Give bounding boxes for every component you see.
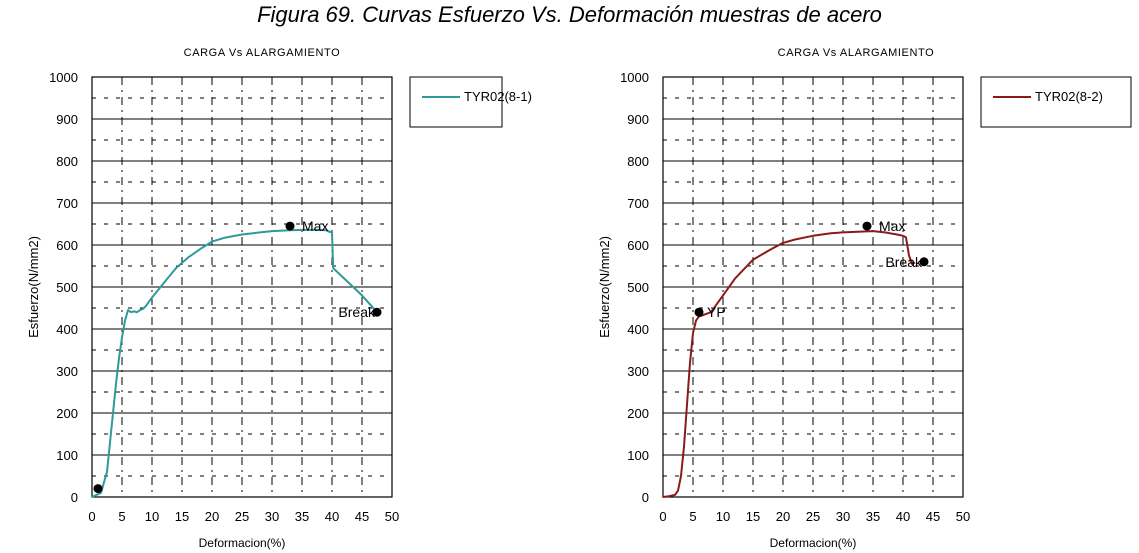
- annotation-label: Break: [885, 254, 923, 270]
- chart-1: CARGA Vs ALARGAMIENTO 0 5 10 15 20 25 30 35 40 45 5…: [26, 47, 532, 550]
- y-tick-label: 400: [56, 322, 78, 337]
- grid: [92, 77, 392, 497]
- x-tick-label: 40: [325, 509, 339, 524]
- annotation-marker: [93, 484, 103, 494]
- y-tick-label: 100: [56, 448, 78, 463]
- x-tick-label: 35: [295, 509, 309, 524]
- y-tick-label: 400: [627, 322, 649, 337]
- legend-label: TYR02(8-2): [1035, 89, 1103, 104]
- annotation-label: Max: [879, 218, 905, 234]
- x-tick-label: 10: [145, 509, 159, 524]
- x-tick-label: 50: [956, 509, 970, 524]
- x-tick-label: 35: [866, 509, 880, 524]
- y-tick-label: 700: [627, 196, 649, 211]
- annotation-label: Break: [338, 304, 376, 320]
- legend-label: TYR02(8-1): [464, 89, 532, 104]
- x-tick-label: 5: [689, 509, 696, 524]
- y-tick-label: 0: [71, 490, 78, 505]
- y-tick-label: 900: [627, 112, 649, 127]
- x-tick-label: 45: [355, 509, 369, 524]
- y-tick-label: 300: [56, 364, 78, 379]
- y-tick-label: 600: [627, 238, 649, 253]
- series-line-1: [91, 228, 378, 498]
- y-tick-label: 300: [627, 364, 649, 379]
- annotation-label: YP: [707, 304, 726, 320]
- x-tick-label: 15: [746, 509, 760, 524]
- y-tick-label: 500: [56, 280, 78, 295]
- x-tick-label: 0: [88, 509, 95, 524]
- y-tick-label: 500: [627, 280, 649, 295]
- chart-title: CARGA Vs ALARGAMIENTO: [184, 47, 341, 59]
- x-tick-label: 20: [205, 509, 219, 524]
- x-tick-label: 5: [118, 509, 125, 524]
- y-axis-title: Esfuerzo(N/mm2): [26, 236, 41, 338]
- y-axis-title: Esfuerzo(N/mm2): [597, 236, 612, 338]
- x-tick-label: 50: [385, 509, 399, 524]
- annotation-marker: [919, 257, 929, 267]
- x-tick-label: 25: [235, 509, 249, 524]
- annotation-marker: [285, 221, 295, 231]
- x-axis-title: Deformacion(%): [199, 536, 286, 550]
- x-tick-label: 20: [776, 509, 790, 524]
- y-tick-label: 600: [56, 238, 78, 253]
- y-tick-label: 200: [627, 406, 649, 421]
- plot-area: [91, 76, 393, 498]
- figure-title: Figura 69. Curvas Esfuerzo Vs. Deformaci…: [257, 2, 882, 27]
- legend-box: [409, 76, 503, 128]
- y-tick-label: 1000: [49, 70, 78, 85]
- series-line-1: [662, 230, 916, 498]
- x-tick-label: 45: [926, 509, 940, 524]
- x-tick-label: 40: [896, 509, 910, 524]
- annotation-marker: [862, 221, 872, 231]
- y-tick-label: 800: [56, 154, 78, 169]
- legend-box: [980, 76, 1132, 128]
- y-tick-label: 100: [627, 448, 649, 463]
- x-tick-label: 30: [265, 509, 279, 524]
- y-tick-label: 0: [642, 490, 649, 505]
- annotation-marker: [694, 307, 704, 317]
- x-tick-label: 25: [806, 509, 820, 524]
- x-tick-label: 15: [175, 509, 189, 524]
- y-tick-label: 900: [56, 112, 78, 127]
- y-tick-label: 800: [627, 154, 649, 169]
- annotation-label: Max: [302, 218, 328, 234]
- y-tick-label: 200: [56, 406, 78, 421]
- y-tick-label: 700: [56, 196, 78, 211]
- plot-area: [662, 76, 964, 498]
- x-axis-title: Deformacion(%): [770, 536, 857, 550]
- chart-2: CARGA Vs ALARGAMIENTO 0 5 10 15 20 25 30 35 40 45 5…: [597, 47, 1132, 550]
- x-tick-label: 10: [716, 509, 730, 524]
- x-tick-label: 0: [659, 509, 666, 524]
- x-tick-label: 30: [836, 509, 850, 524]
- grid: [663, 77, 963, 497]
- chart-title: CARGA Vs ALARGAMIENTO: [778, 47, 935, 59]
- annotation-marker: [372, 307, 382, 317]
- y-tick-label: 1000: [620, 70, 649, 85]
